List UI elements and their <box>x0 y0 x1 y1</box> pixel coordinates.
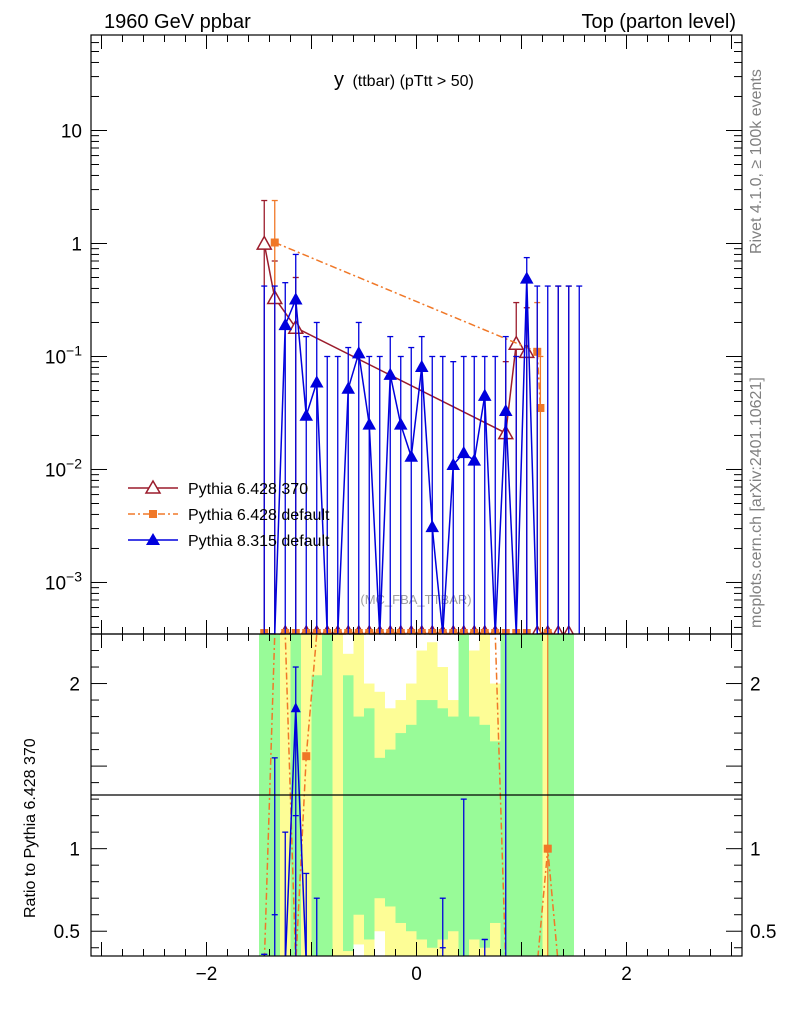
plot-title-sub: (ttbar) (pTtt > 50) <box>352 73 473 90</box>
legend-entry-pythia6-default: Pythia 6.428 default <box>128 507 330 524</box>
ratio-y-tick-label-right: 0.5 <box>750 922 776 943</box>
ratio-band-inner <box>311 675 322 956</box>
data-point <box>309 375 324 388</box>
main-plot-data <box>255 199 583 634</box>
legend-entry-pythia8-default: Pythia 8.315 default <box>128 533 330 550</box>
legend-marker-pythia6-default <box>149 510 157 518</box>
ratio-band-inner <box>553 634 574 956</box>
legend-marker-pythia6-370 <box>144 479 162 494</box>
ratio-band-inner <box>427 700 438 948</box>
mcplots-reference-label: mcplots.cern.ch [arXiv:2401.10621] <box>748 377 765 628</box>
series-line-1 <box>274 241 542 409</box>
plot-title-main: y <box>334 69 344 91</box>
y-tick-label: 1 <box>71 234 82 255</box>
legend-label-pythia6-370: Pythia 6.428 370 <box>188 481 308 498</box>
data-point <box>393 417 408 430</box>
data-point <box>299 408 314 421</box>
ratio-band-inner <box>395 733 406 923</box>
ratio-band-inner <box>416 700 427 940</box>
data-point <box>404 449 419 462</box>
ratio-band-inner <box>353 716 364 915</box>
ratio-y-tick-label-left: 0.5 <box>54 922 80 943</box>
plot-title: y (ttbar) (pTtt > 50) <box>334 69 474 91</box>
data-point <box>270 238 279 247</box>
ratio-band-inner <box>448 716 459 932</box>
data-point <box>351 346 366 359</box>
y-tick-label: 10−2 <box>45 455 82 481</box>
y-tick-label-base: 10 <box>61 121 82 142</box>
data-point <box>446 457 461 470</box>
ratio-y-tick-label-left: 2 <box>69 675 80 696</box>
y-tick-label-base: 10 <box>45 460 66 481</box>
ratio-band-inner <box>374 757 385 899</box>
x-tick-label: 0 <box>411 964 422 985</box>
ratio-y-axis-label: Ratio to Pythia 6.428 370 <box>22 738 39 918</box>
legend: Pythia 6.428 370 Pythia 6.428 default Py… <box>128 479 330 550</box>
analysis-watermark: (MC_FBA_TTBAR) <box>360 592 471 607</box>
y-tick-label-base: 10 <box>45 347 66 368</box>
data-point <box>383 367 398 380</box>
legend-label-pythia6-default: Pythia 6.428 default <box>188 507 330 524</box>
ratio-band-inner <box>532 634 543 956</box>
ratio-band-inner <box>479 724 490 948</box>
data-point <box>536 404 545 413</box>
data-point <box>362 417 377 430</box>
data-point <box>456 445 471 459</box>
header-right: Top (parton level) <box>581 11 736 33</box>
data-point <box>278 317 293 331</box>
data-point <box>425 519 440 533</box>
data-point <box>288 292 303 305</box>
y-tick-label-base: 10 <box>45 573 66 594</box>
x-tick-label: 2 <box>621 964 632 985</box>
ratio-band-inner <box>490 741 501 923</box>
rivet-version-label: Rivet 4.1.0, ≥ 100k events <box>748 69 765 254</box>
ratio-band-inner <box>385 749 396 907</box>
ratio-band-outer <box>332 634 343 956</box>
legend-marker-pythia8-default <box>146 533 160 545</box>
ratio-plot-data <box>261 634 559 956</box>
data-point <box>467 453 482 466</box>
ratio-band-inner <box>437 708 448 940</box>
ratio-band-inner <box>322 634 333 956</box>
data-point <box>498 403 513 417</box>
data-point <box>255 234 273 250</box>
y-tick-label: 10−3 <box>45 568 82 594</box>
ratio-point-pythia6-default <box>302 752 311 761</box>
data-point <box>477 388 492 401</box>
ratio-y-tick-label-right: 2 <box>750 675 761 696</box>
ratio-point-pythia8-default <box>290 702 301 713</box>
ratio-y-tick-label-left: 1 <box>69 840 80 861</box>
ratio-band-inner <box>547 634 553 956</box>
data-point <box>519 271 534 284</box>
ratio-band-inner <box>364 708 375 940</box>
ratio-band-inner <box>469 716 480 940</box>
y-tick-label-exponent: −2 <box>66 455 82 471</box>
ratio-y-tick-label-right: 1 <box>750 840 761 861</box>
series-line-2 <box>264 278 548 634</box>
data-point <box>341 381 356 394</box>
series-line-0 <box>263 243 528 435</box>
header-left: 1960 GeV ppbar <box>104 11 251 33</box>
y-tick-label-exponent: −1 <box>66 342 82 358</box>
ratio-band-inner <box>343 675 354 952</box>
y-tick-label: 10−1 <box>45 342 82 368</box>
ratio-band-inner <box>406 724 417 932</box>
data-point <box>414 359 429 372</box>
x-tick-label: −2 <box>196 964 218 985</box>
legend-label-pythia8-default: Pythia 8.315 default <box>188 533 330 550</box>
y-tick-label: 10 <box>61 121 82 142</box>
y-tick-label-base: 1 <box>71 234 82 255</box>
legend-entry-pythia6-370: Pythia 6.428 370 <box>128 479 308 498</box>
y-tick-label-exponent: −3 <box>66 568 82 584</box>
